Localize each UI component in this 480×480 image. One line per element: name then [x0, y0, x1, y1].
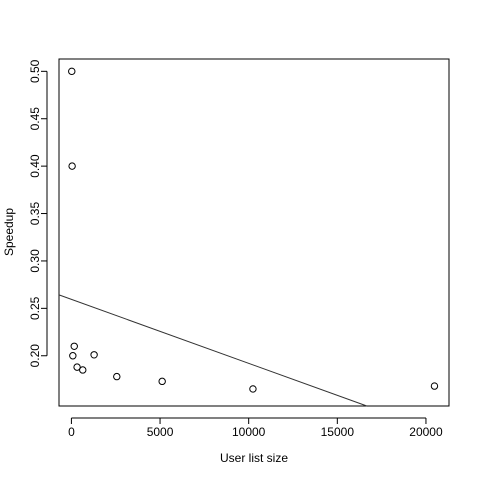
y-tick-label: 0.30: [28, 249, 42, 273]
data-point: [113, 372, 121, 381]
y-tick-label: 0.20: [28, 344, 42, 368]
x-axis-title: User list size: [220, 451, 288, 465]
y-tick-label: 0.40: [28, 154, 42, 178]
x-tick-label: 15000: [321, 425, 355, 439]
regression-line: [58, 294, 368, 407]
data-point: [90, 351, 98, 359]
x-tick-label: 0: [68, 425, 75, 439]
y-tick-label: 0.25: [28, 296, 42, 320]
data-point: [69, 352, 77, 360]
data-point: [249, 385, 257, 393]
data-point: [430, 382, 439, 390]
y-tick-label: 0.35: [28, 202, 42, 226]
x-tick-label: 10000: [232, 425, 266, 439]
x-tick-label: 20000: [409, 425, 443, 439]
data-points: [68, 67, 439, 393]
regression-line-layer: [58, 294, 368, 407]
data-point: [68, 67, 76, 76]
data-point: [79, 366, 87, 374]
data-point: [70, 342, 78, 350]
x-axis: 0 5000 10000 15000 20000: [68, 417, 443, 439]
data-point: [73, 363, 81, 371]
plot-frame: [58, 58, 450, 407]
x-tick-label: 5000: [147, 425, 174, 439]
y-axis: 0.20 0.25 0.30 0.35 0.40 0.45 0.50: [28, 59, 48, 368]
data-point: [68, 162, 76, 170]
plot-area: [58, 58, 450, 407]
y-tick-label: 0.45: [28, 107, 42, 131]
y-axis-title: Speedup: [2, 208, 16, 256]
y-tick-label: 0.50: [28, 59, 42, 83]
data-point: [158, 377, 166, 386]
